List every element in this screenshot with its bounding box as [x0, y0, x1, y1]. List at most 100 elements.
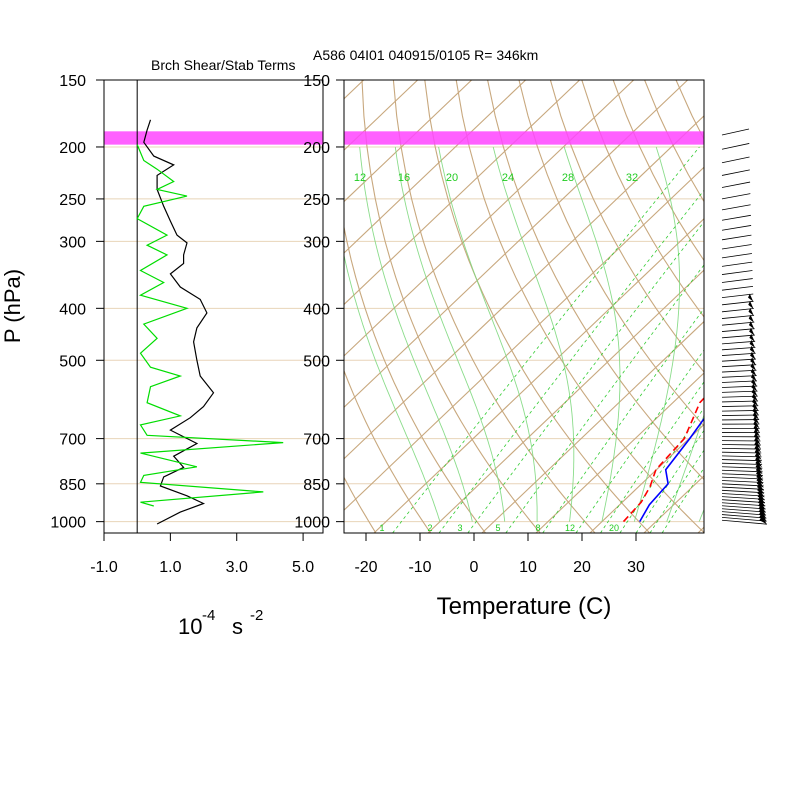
skewt-y-tick-label: 250 [303, 192, 330, 209]
wind-barb-flag [752, 407, 759, 416]
wind-barb-flag [748, 321, 755, 330]
dry-adiabat-line [581, 80, 704, 318]
dry-adiabat-line [392, 80, 596, 533]
isotherm-line [344, 80, 635, 357]
mixing-ratio-line [505, 264, 704, 533]
moist-adiabat-line [344, 253, 441, 522]
dry-adiabat-line [344, 369, 432, 533]
skewt-x-tick-label: 0 [470, 559, 479, 576]
wind-barb-flag [759, 516, 767, 525]
wind-barb-shaft [721, 502, 766, 507]
wind-barb-shaft [721, 234, 752, 241]
wind-barb-flag [754, 448, 762, 457]
wind-barb-flag [756, 469, 763, 478]
wind-barb-shaft [721, 414, 759, 416]
skewt-x-ticks: -20 -10 0 10 20 30 [354, 533, 645, 576]
wind-barb-shaft [721, 352, 756, 356]
dry-adiabat-line [675, 80, 704, 141]
wind-barb-shaft [721, 225, 752, 231]
dry-adiabat-line [344, 476, 377, 533]
left-y-tick-label: 300 [59, 234, 86, 251]
mixing-ratio-bottom-label: 8 [535, 523, 540, 533]
wind-barb-shaft [721, 181, 751, 188]
wind-barb-flag [755, 466, 763, 475]
wind-barb-shaft [721, 244, 752, 250]
wind-barb-shaft [721, 444, 761, 446]
skewt-series-group [622, 396, 704, 523]
dry-adiabat-line [487, 80, 704, 481]
dry-adiabat-line [518, 80, 704, 427]
isotherm-line [589, 423, 704, 533]
wind-barb-shaft [721, 519, 767, 525]
wind-barb-flag [753, 420, 760, 429]
wind-barb-shaft [721, 321, 755, 326]
skewt-y-ticks: 150 200 250 300 400 500 700 850 1000 [294, 73, 344, 532]
wind-barb-shaft [721, 385, 758, 388]
wind-barb-flag [756, 479, 764, 488]
moist-adiabat-line [633, 146, 681, 522]
left-y-tick-label: 700 [59, 432, 86, 449]
mixing-ratio-line [438, 189, 704, 533]
skewt-chart-title: A586 04I01 040915/0105 R= 346km [313, 47, 538, 63]
wind-barb-shaft [721, 261, 753, 267]
skewt-frame [343, 79, 705, 534]
moist-adiabat-line [698, 508, 704, 522]
isotherm-line [481, 320, 704, 533]
wind-barb-flag [749, 333, 755, 342]
left-y-tick-label: 150 [59, 73, 86, 90]
wind-barb-shaft [721, 369, 757, 373]
wind-barb-shaft [721, 483, 764, 487]
dry-adiabat-line [424, 80, 651, 533]
wind-barb-shaft [721, 455, 762, 458]
wind-barb-shaft [721, 328, 755, 332]
wind-barb-shaft [721, 340, 756, 345]
mixing-ratio-top-label: 20 [446, 172, 458, 184]
isotherm-line [535, 372, 704, 533]
wind-barb-flag [756, 473, 764, 482]
wind-barb-flag [752, 411, 759, 420]
wind-barb-flag [752, 402, 759, 411]
y-axis-label: P (hPa) [0, 269, 25, 343]
skewt-highlight-band [344, 131, 704, 145]
wind-barb-shaft [721, 493, 765, 497]
left-series-group [136, 119, 284, 525]
left-y-tick-label: 1000 [50, 515, 86, 532]
isotherm-line [344, 80, 527, 254]
wind-barb-flag [750, 362, 757, 371]
mixing-ratio-top-label: 32 [626, 172, 638, 184]
left-highlight-band [104, 131, 323, 145]
dry-adiabat-line [707, 80, 800, 533]
wind-barb-shaft [721, 489, 765, 494]
moist-adiabat-line [438, 146, 538, 522]
wind-barb-flag [758, 498, 766, 507]
wind-barb-shaft [721, 473, 763, 476]
wind-barb-flag [748, 314, 755, 323]
mixing-ratio-line [575, 349, 704, 533]
left-series-line-1 [136, 144, 284, 507]
wind-barb-shaft [721, 447, 762, 450]
wind-barb-shaft [721, 469, 763, 473]
wind-barb-flag [753, 428, 760, 437]
wind-barb-flag [758, 501, 766, 510]
wind-barb-flag [750, 351, 756, 360]
mixing-ratio-line [467, 221, 704, 533]
skewt-x-tick-label: -10 [408, 559, 431, 576]
wind-barb-flag [758, 510, 767, 519]
wind-barb-flag [751, 388, 758, 397]
skewt-x-tick-label: 10 [519, 559, 537, 576]
wind-barb-shaft [721, 204, 751, 211]
mixing-ratio-top-label: 12 [354, 172, 366, 184]
wind-barb-shaft [721, 451, 762, 454]
profile-line-0 [639, 417, 704, 522]
wind-barb-flag [757, 495, 765, 504]
skewt-background-lines [344, 80, 800, 533]
wind-barb-shaft [721, 380, 758, 383]
left-y-tick-label: 400 [59, 301, 86, 318]
dry-adiabat-line [739, 80, 800, 533]
skewt-x-tick-label: -20 [354, 559, 377, 576]
wind-barb-shaft [721, 462, 763, 465]
skewt-panel: -20 -10 0 10 20 30 150 200 250 300 400 500 700 850 10… [294, 47, 800, 620]
wind-barb-flag [748, 307, 754, 316]
wind-barb-shaft [721, 375, 757, 378]
wind-barb-shaft [721, 169, 750, 176]
